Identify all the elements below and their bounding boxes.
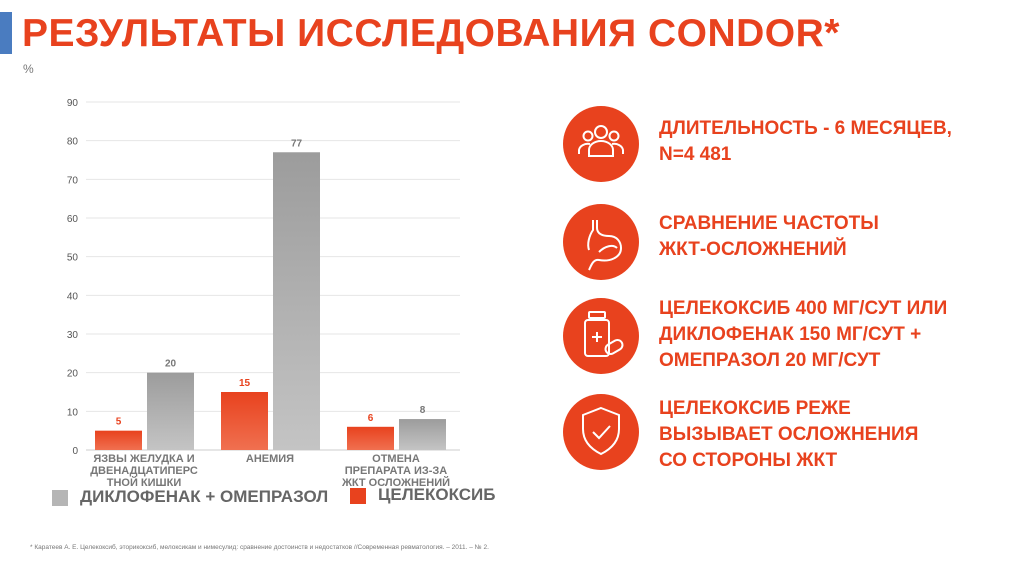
info-text: ЖКТ-ОСЛОЖНЕНИЙ <box>659 239 847 260</box>
y-tick-label: 10 <box>67 407 79 418</box>
y-tick-label: 70 <box>67 175 79 186</box>
page-title: РЕЗУЛЬТАТЫ ИССЛЕДОВАНИЯ CONDOR* <box>22 12 840 55</box>
bar <box>221 392 268 450</box>
x-tick-label: ЖКТ ОСЛОЖНЕНИЙ <box>341 476 450 489</box>
x-tick-label: ТНОЙ КИШКИ <box>107 476 182 489</box>
bar <box>147 372 194 450</box>
data-label: 8 <box>420 405 426 416</box>
y-tick-label: 40 <box>67 291 79 302</box>
info-text: ДЛИТЕЛЬНОСТЬ - 6 МЕСЯЦЕВ, <box>659 118 952 139</box>
accent-bar <box>0 12 12 54</box>
data-label: 5 <box>116 417 122 428</box>
info-text: СО СТОРОНЫ ЖКТ <box>659 450 838 471</box>
y-tick-label: 0 <box>72 446 78 457</box>
bar <box>399 419 446 450</box>
x-tick-label: ПРЕПАРАТА ИЗ-ЗА <box>345 465 448 477</box>
info-text: ЦЕЛЕКОКСИБ РЕЖЕ <box>659 398 851 419</box>
info-text: СРАВНЕНИЕ ЧАСТОТЫ <box>659 213 879 234</box>
medicine-icon <box>563 298 639 374</box>
data-label: 77 <box>291 138 303 149</box>
footnote: * Каратеев А. Е. Целекоксиб, эторикоксиб… <box>30 544 489 551</box>
x-tick-label: АНЕМИЯ <box>246 453 294 465</box>
bar <box>273 152 320 450</box>
y-tick-label: 90 <box>67 98 79 109</box>
y-tick-label: 50 <box>67 253 79 264</box>
bar <box>347 426 394 450</box>
info-text: ОМЕПРАЗОЛ 20 МГ/СУТ <box>659 350 881 371</box>
info-text: ВЫЗЫВАЕТ ОСЛОЖНЕНИЯ <box>659 424 919 445</box>
y-tick-label: 80 <box>67 137 79 148</box>
data-label: 15 <box>239 378 251 389</box>
legend-swatch-orange <box>350 488 366 504</box>
y-tick-label: 30 <box>67 330 79 341</box>
shield-check-icon <box>563 394 639 470</box>
people-icon <box>563 106 639 182</box>
x-tick-label: ДВЕНАДЦАТИПЕРС <box>90 465 198 477</box>
data-label: 20 <box>165 359 177 370</box>
x-tick-label: ЯЗВЫ ЖЕЛУДКА И <box>93 453 194 465</box>
info-text: ДИКЛОФЕНАК 150 МГ/СУТ + <box>659 324 922 345</box>
bar-chart: 0 10 20 30 40 50 60 70 80 90 5 20 ЯЗВЫ ЖЕЛУДКА ИДВЕН… <box>67 98 460 489</box>
y-tick-label: 60 <box>67 214 79 225</box>
legend-label-celecoxib: ЦЕЛЕКОКСИБ <box>378 485 496 504</box>
stomach-icon <box>563 204 639 280</box>
info-text: ЦЕЛЕКОКСИБ 400 МГ/СУТ ИЛИ <box>659 298 948 319</box>
y-axis-label: % <box>23 62 34 76</box>
x-tick-label: ОТМЕНА <box>372 453 420 465</box>
info-text: N=4 481 <box>659 144 732 165</box>
legend-swatch-gray <box>52 490 68 506</box>
bar <box>95 430 142 450</box>
data-label: 6 <box>368 413 374 424</box>
y-tick-label: 20 <box>67 369 79 380</box>
legend-label-diclofenac: ДИКЛОФЕНАК + ОМЕПРАЗОЛ <box>80 487 329 506</box>
